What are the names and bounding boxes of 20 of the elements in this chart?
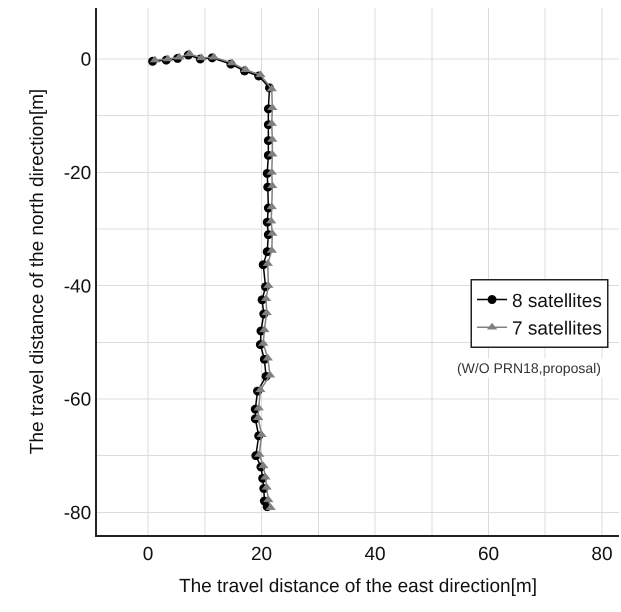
y-tick-label: -40 (64, 276, 92, 298)
point (266, 202, 277, 210)
x-axis-title: The travel distance of the east direction[m] (178, 576, 538, 598)
legend-label: 8 satellites (512, 290, 602, 312)
x-tick-label: 20 (250, 544, 272, 565)
y-tick-label: -80 (64, 502, 92, 524)
legend-label: 7 satellites (512, 318, 602, 340)
point (258, 338, 268, 346)
point (174, 52, 184, 60)
y-tick-label: 0 (80, 50, 92, 71)
point (258, 461, 268, 468)
x-tick-label: 80 (591, 544, 613, 565)
x-tick-label: 60 (478, 544, 500, 565)
y-axis-title: The travel distance of the north direction[m] (27, 88, 48, 454)
point (266, 168, 277, 175)
y-tick-label: -20 (64, 162, 92, 184)
x-tick-label: 0 (142, 544, 154, 565)
y-tick-label: -60 (64, 390, 92, 411)
annotation: (W/O PRN18,proposal) (457, 360, 601, 376)
x-tick-label: 40 (364, 544, 386, 565)
